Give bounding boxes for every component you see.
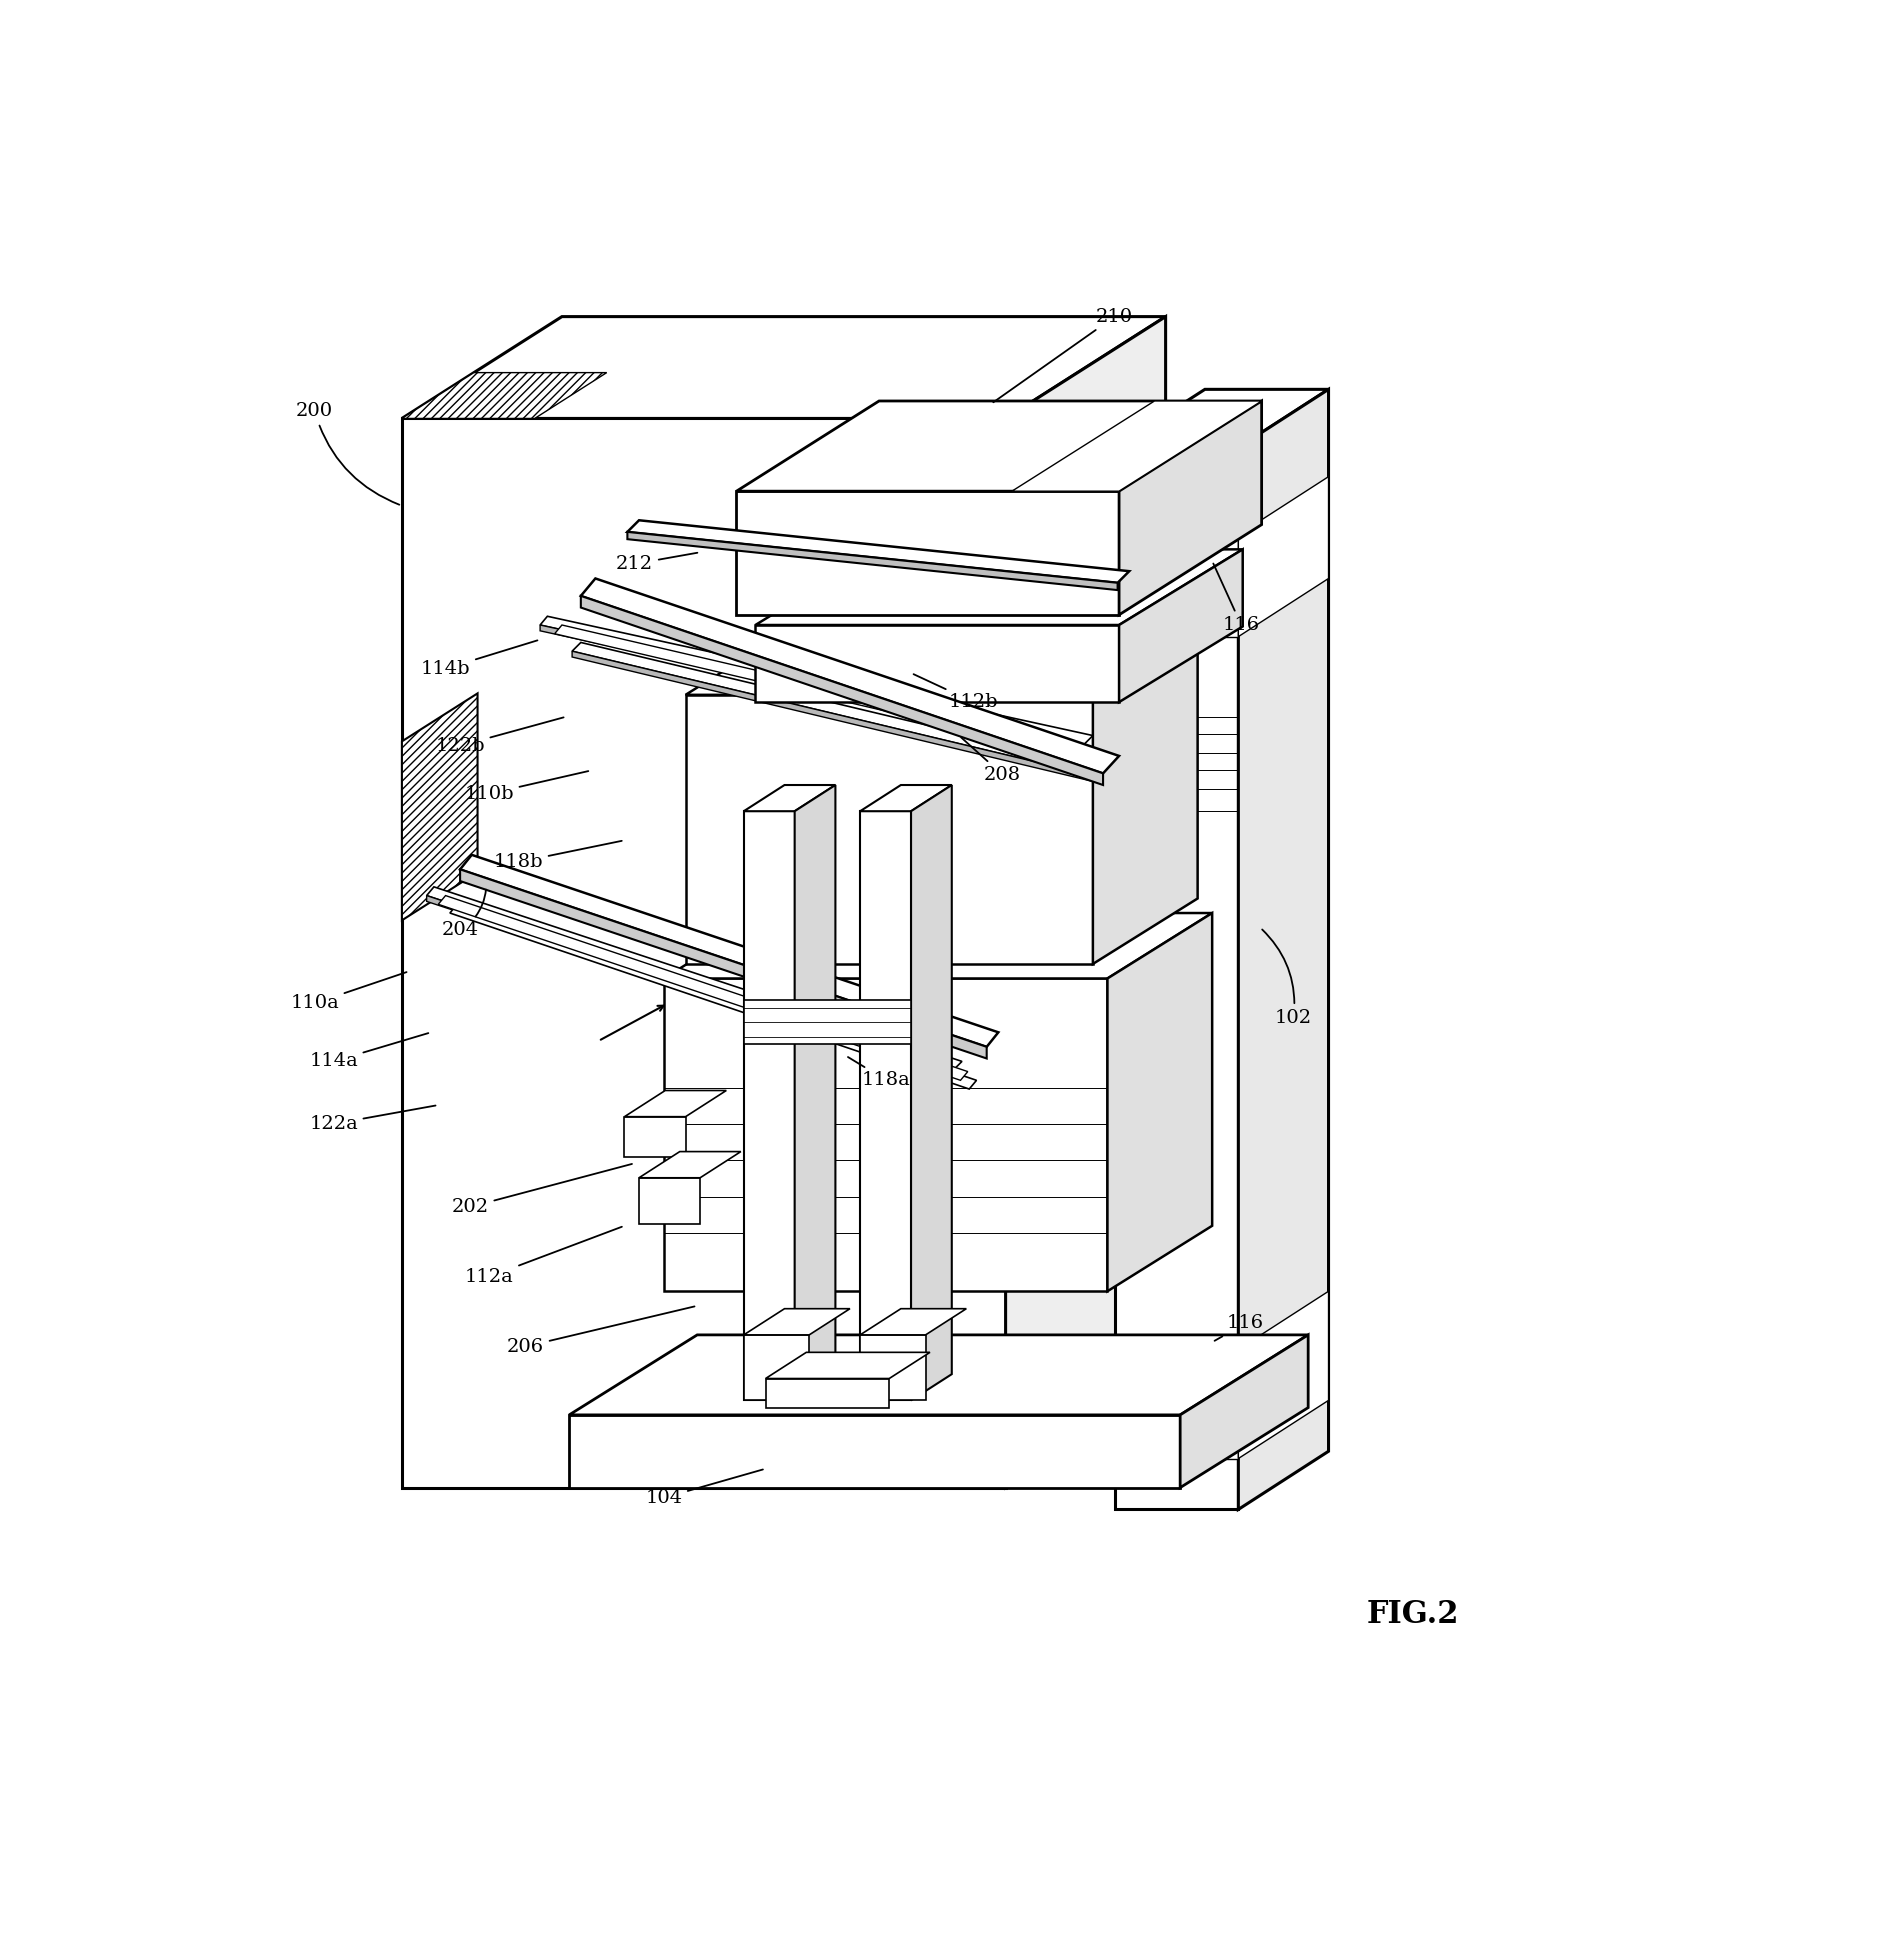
Text: 118a: 118a [848, 1058, 910, 1089]
Polygon shape [910, 785, 952, 1400]
Text: 110a: 110a [291, 972, 407, 1013]
Polygon shape [1085, 789, 1122, 839]
Polygon shape [625, 1091, 726, 1117]
Text: 208: 208 [961, 738, 1021, 785]
Text: 114b: 114b [420, 640, 537, 677]
Polygon shape [664, 978, 1107, 1290]
Polygon shape [664, 914, 1213, 978]
Polygon shape [736, 400, 1261, 492]
Polygon shape [580, 595, 1104, 785]
Polygon shape [743, 1335, 809, 1400]
Polygon shape [556, 625, 1098, 759]
Polygon shape [625, 1117, 685, 1158]
Text: 112b: 112b [914, 673, 999, 711]
Polygon shape [743, 1308, 850, 1335]
Polygon shape [402, 693, 477, 919]
Polygon shape [743, 999, 910, 1044]
Polygon shape [426, 886, 961, 1070]
Text: 204: 204 [441, 890, 486, 939]
Polygon shape [569, 1415, 1181, 1487]
Polygon shape [569, 1335, 1308, 1415]
Text: 118b: 118b [494, 841, 621, 871]
Text: 206: 206 [507, 1306, 694, 1355]
Polygon shape [572, 642, 1104, 777]
Polygon shape [450, 904, 976, 1089]
Polygon shape [638, 1152, 741, 1177]
Polygon shape [1006, 316, 1166, 1487]
Text: 110b: 110b [464, 771, 588, 802]
Polygon shape [685, 629, 1198, 695]
Polygon shape [627, 531, 1117, 590]
Polygon shape [572, 652, 1096, 783]
Polygon shape [1092, 629, 1198, 964]
Polygon shape [402, 316, 1166, 418]
Polygon shape [1091, 880, 1119, 915]
Polygon shape [860, 812, 910, 1400]
Text: 200: 200 [297, 402, 400, 506]
Polygon shape [1239, 1290, 1329, 1458]
Text: 122b: 122b [435, 718, 563, 755]
Polygon shape [1239, 476, 1329, 636]
Text: FIG.2: FIG.2 [1366, 1599, 1458, 1630]
Text: 122a: 122a [310, 1105, 435, 1132]
Text: 212: 212 [616, 552, 698, 572]
Polygon shape [685, 695, 1092, 964]
Polygon shape [541, 617, 1092, 744]
Polygon shape [402, 418, 1006, 1487]
Text: 116: 116 [1213, 564, 1259, 634]
Polygon shape [1107, 914, 1213, 1290]
Polygon shape [1239, 388, 1329, 1509]
Polygon shape [766, 1353, 929, 1378]
Polygon shape [460, 869, 987, 1058]
Polygon shape [460, 855, 999, 1046]
Text: 102: 102 [1261, 929, 1312, 1027]
Polygon shape [860, 1308, 967, 1335]
Polygon shape [1091, 863, 1149, 880]
Polygon shape [766, 1378, 890, 1407]
Polygon shape [743, 785, 835, 812]
Polygon shape [580, 578, 1119, 773]
Polygon shape [1115, 447, 1239, 1509]
Polygon shape [755, 625, 1119, 703]
Polygon shape [1115, 388, 1329, 447]
Polygon shape [402, 373, 606, 418]
Polygon shape [743, 812, 794, 1400]
Polygon shape [1119, 549, 1243, 703]
Polygon shape [794, 785, 835, 1400]
Polygon shape [1119, 400, 1261, 615]
Text: 210: 210 [993, 308, 1134, 402]
Text: 116: 116 [1214, 1314, 1265, 1341]
Polygon shape [755, 549, 1243, 625]
Polygon shape [860, 785, 952, 812]
Polygon shape [1012, 400, 1261, 492]
Polygon shape [860, 1335, 925, 1400]
Text: 114a: 114a [310, 1033, 428, 1070]
Polygon shape [1181, 1335, 1308, 1487]
Polygon shape [426, 896, 954, 1076]
Polygon shape [1085, 765, 1158, 789]
Polygon shape [736, 492, 1119, 615]
Text: 112a: 112a [465, 1226, 621, 1286]
Polygon shape [627, 521, 1130, 584]
Text: 202: 202 [452, 1163, 633, 1216]
Polygon shape [1115, 1349, 1239, 1458]
Polygon shape [437, 896, 969, 1079]
Polygon shape [638, 1177, 700, 1224]
Text: 104: 104 [646, 1470, 762, 1507]
Polygon shape [541, 625, 1085, 750]
Polygon shape [1115, 535, 1239, 636]
